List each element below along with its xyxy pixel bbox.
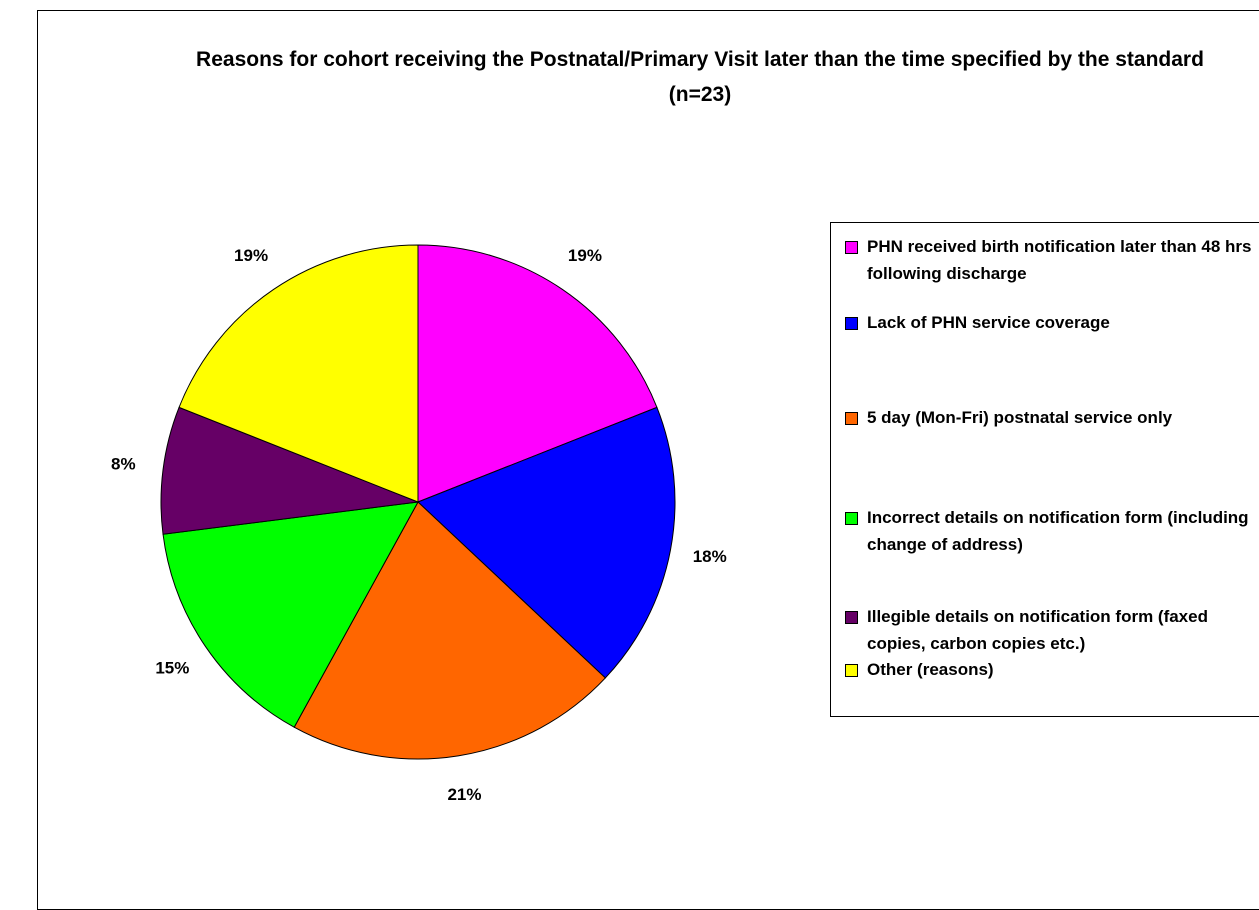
legend-label: PHN received birth notification later th… — [867, 237, 1252, 283]
legend-swatch — [845, 611, 858, 624]
data-label: 19% — [568, 246, 602, 265]
pie-slice — [160, 406, 419, 535]
pie-slice — [162, 501, 419, 728]
legend-label: Lack of PHN service coverage — [867, 313, 1110, 332]
legend-label: 5 day (Mon-Fri) postnatal service only — [867, 408, 1173, 427]
legend-swatch — [845, 241, 858, 254]
pie-slice — [417, 406, 676, 679]
data-label: 18% — [693, 547, 727, 566]
legend-label: Other (reasons) — [867, 660, 994, 679]
pie-slice — [178, 244, 419, 503]
legend-swatch — [845, 412, 858, 425]
data-label: 8% — [111, 454, 136, 473]
legend-swatch — [845, 317, 858, 330]
legend-label: Illegible details on notification form (… — [867, 607, 1208, 653]
legend-label: Incorrect details on notification form (… — [867, 508, 1249, 554]
legend-swatch — [845, 664, 858, 677]
data-label: 19% — [234, 246, 268, 265]
pie-slice — [417, 244, 658, 503]
data-label: 21% — [447, 785, 481, 804]
page: Reasons for cohort receiving the Postnat… — [37, 10, 1259, 910]
chart-title: Reasons for cohort receiving the Postnat… — [196, 48, 1204, 106]
chart: 19% 18% 21% 15% 8% 19% — [111, 244, 727, 804]
pie-slice — [293, 501, 607, 760]
legend: PHN received birth notification later th… — [830, 222, 1259, 717]
data-label: 15% — [155, 658, 189, 677]
legend-swatch — [845, 512, 858, 525]
